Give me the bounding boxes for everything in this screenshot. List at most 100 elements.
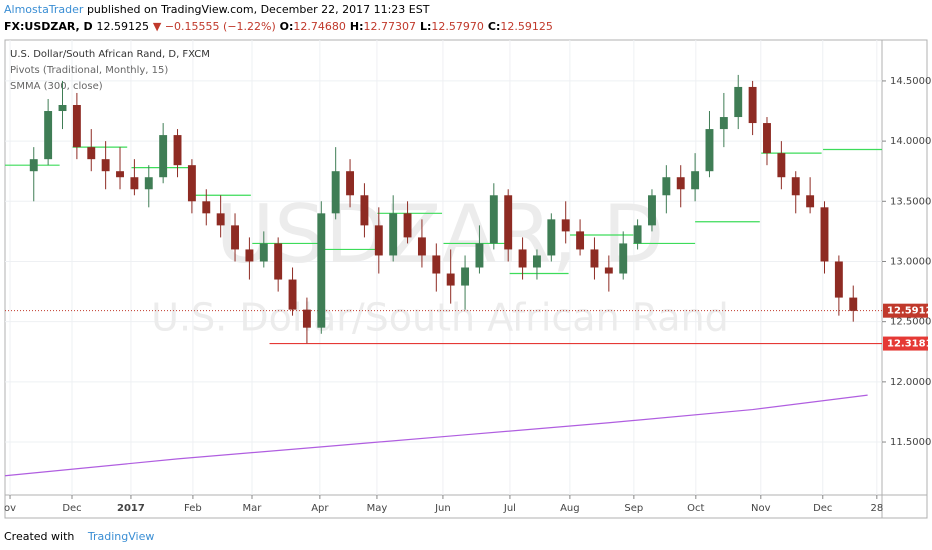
ohlc-label: L:	[419, 20, 432, 33]
change: ▼ −0.15555 (−1.22%)	[152, 20, 276, 33]
footer-brand[interactable]: TradingView	[87, 530, 155, 543]
ohlc-value: 12.74680	[293, 20, 346, 33]
candle-body	[791, 177, 800, 196]
smma-line	[4, 394, 868, 477]
candle-body	[561, 219, 570, 232]
candle-body	[274, 243, 283, 280]
candle-body	[72, 105, 81, 148]
candle-body	[144, 177, 153, 190]
x-tick-label: Aug	[560, 503, 580, 514]
candle-body	[231, 225, 239, 250]
candle-body	[532, 255, 541, 268]
candle-body	[648, 195, 656, 226]
candle-body	[705, 129, 714, 172]
candle-body	[116, 171, 124, 178]
candle-body	[748, 86, 757, 124]
candle-body	[187, 165, 196, 202]
candle-body	[432, 255, 441, 274]
ohlc-value: 12.77307	[363, 20, 416, 33]
price-tag	[883, 336, 928, 351]
candle-body	[173, 135, 182, 166]
candle-body	[461, 267, 470, 286]
candle-body	[44, 111, 53, 160]
x-tick-label: Dec	[62, 503, 81, 514]
published: published on TradingView.com, December 2…	[86, 3, 430, 16]
plot-frame	[4, 39, 928, 519]
candle-body	[604, 267, 613, 274]
candle-body	[633, 225, 642, 244]
candle-body	[259, 243, 268, 262]
candle-body	[691, 171, 700, 190]
support-label: 12.31810	[887, 339, 932, 350]
candle-body	[331, 171, 340, 214]
x-tick-label: May	[367, 503, 388, 514]
ohlc-label: C:	[487, 20, 501, 33]
footer-created: Created with	[4, 530, 75, 543]
x-tick-label: Sep	[624, 503, 643, 514]
candle-body	[504, 195, 513, 250]
candle-body	[489, 195, 498, 244]
candle-body	[547, 219, 556, 256]
candle-body	[719, 117, 728, 130]
candle-body	[676, 177, 685, 190]
candle-body	[302, 309, 311, 328]
y-tick-label: 14.00000	[890, 136, 932, 147]
y-tick-label: 12.50000	[890, 317, 932, 328]
candle-body	[446, 273, 455, 286]
watermark: U.S. Dollar/South African Rand	[151, 296, 729, 340]
y-tick-label: 13.50000	[890, 196, 932, 207]
price-tag	[883, 303, 928, 318]
ohlc: O:12.74680 H:12.77307 L:12.57970 C:12.59125	[280, 20, 557, 33]
ohlc-value: 12.59125	[500, 20, 553, 33]
ohlc-label: H:	[349, 20, 364, 33]
author[interactable]: AlmostaTrader	[4, 3, 84, 16]
candle-body	[403, 213, 412, 238]
candle-body	[317, 213, 326, 328]
candle-body	[374, 225, 383, 256]
candle-body	[834, 261, 843, 298]
ohlc-value: 12.57970	[431, 20, 484, 33]
candle-body	[475, 243, 484, 268]
x-tick-label: 2017	[117, 503, 145, 514]
candle-body	[777, 153, 786, 178]
candle-body	[101, 159, 110, 172]
footer: Created with TradingView	[4, 530, 154, 543]
candle-body	[576, 231, 585, 250]
ohlc-label: O:	[279, 20, 294, 33]
symbol-line: FX:USDZAR, D 12.59125 ▼ −0.15555 (−1.22%…	[4, 20, 557, 33]
x-tick-label: ov	[4, 503, 16, 514]
price: 12.59125	[96, 20, 150, 33]
candle-body	[360, 195, 369, 226]
candle-body	[417, 237, 426, 256]
price-label: 12.59125	[887, 306, 932, 317]
candle-body	[202, 201, 211, 214]
legend-entry: Pivots (Traditional, Monthly, 15)	[10, 65, 168, 76]
x-tick-label: Mar	[243, 503, 263, 514]
candle-body	[518, 249, 527, 268]
candle-body	[288, 279, 297, 310]
x-tick-label: 28	[870, 503, 883, 514]
x-tick-label: Jun	[434, 503, 451, 514]
legend-entry: U.S. Dollar/South African Rand, D, FXCM	[10, 49, 210, 60]
y-tick-label: 13.00000	[890, 256, 932, 267]
candle-body	[662, 177, 671, 196]
candle-body	[806, 195, 815, 208]
header-line: AlmostaTrader published on TradingView.c…	[4, 3, 429, 16]
candle-body	[58, 105, 67, 112]
candle-body	[820, 207, 829, 262]
candle-body	[87, 147, 96, 160]
watermark: USDZAR, D	[216, 188, 665, 281]
y-tick-label: 12.00000	[890, 377, 932, 388]
candle-body	[849, 297, 858, 311]
candle-body	[346, 171, 355, 196]
x-tick-label: Jul	[503, 503, 516, 514]
candle-body	[734, 86, 743, 118]
x-tick-label: Feb	[184, 503, 202, 514]
legend-entry: SMMA (300, close)	[10, 81, 103, 92]
y-tick-label: 14.50000	[890, 76, 932, 87]
x-tick-label: Dec	[813, 503, 832, 514]
candle-body	[619, 243, 628, 274]
x-tick-label: Nov	[751, 503, 771, 514]
candle-body	[389, 213, 398, 256]
